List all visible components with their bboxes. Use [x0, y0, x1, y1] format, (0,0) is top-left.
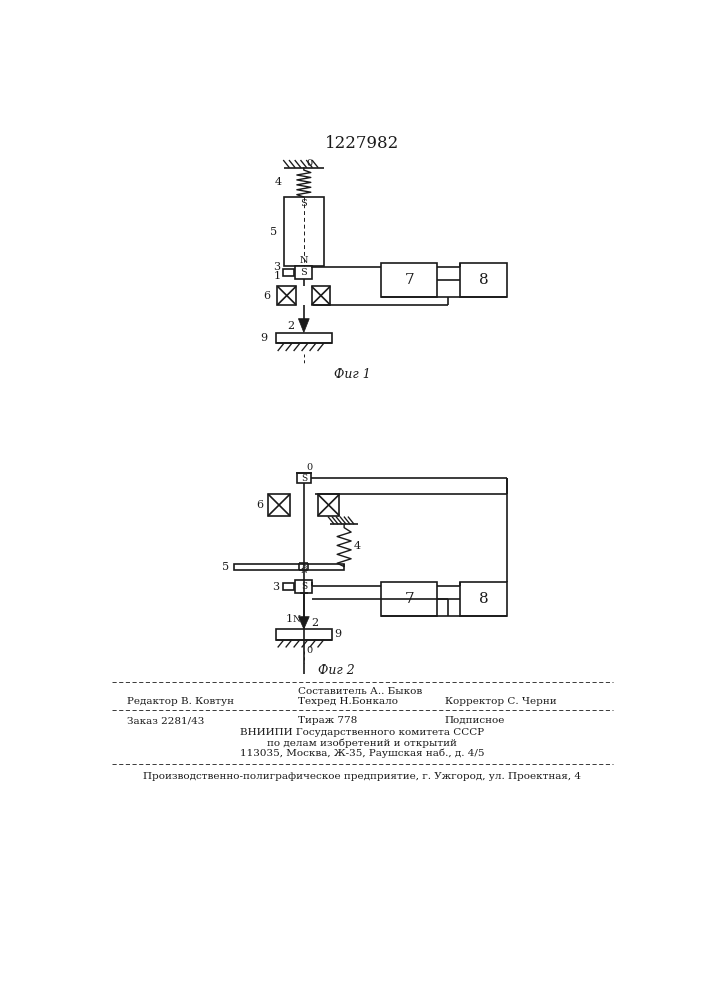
Text: Техред Н.Бонкало: Техред Н.Бонкало — [298, 697, 397, 706]
Text: 8: 8 — [479, 592, 489, 606]
Text: S: S — [301, 562, 306, 570]
Text: 3: 3 — [274, 262, 281, 272]
Text: 6: 6 — [256, 500, 263, 510]
Bar — [276, 333, 332, 343]
Text: Корректор С. Черни: Корректор С. Черни — [445, 697, 556, 706]
Text: Заказ 2281/43: Заказ 2281/43 — [127, 716, 204, 725]
Bar — [312, 286, 330, 305]
Text: S: S — [300, 474, 307, 483]
Text: 0: 0 — [306, 646, 312, 655]
Bar — [284, 197, 324, 266]
Text: ВНИИПИ Государственного комитета СССР: ВНИИПИ Государственного комитета СССР — [240, 728, 484, 737]
Text: 7: 7 — [404, 273, 414, 287]
Text: 8: 8 — [479, 273, 489, 287]
Text: 5: 5 — [222, 562, 229, 572]
Text: 4: 4 — [274, 177, 281, 187]
Text: 1: 1 — [285, 614, 293, 624]
Text: по делам изобретений и открытий: по делам изобретений и открытий — [267, 738, 457, 748]
Text: S: S — [300, 199, 308, 208]
Bar — [297, 473, 311, 483]
Text: S: S — [300, 268, 308, 277]
Bar — [460, 263, 507, 297]
Text: Фиг 1: Фиг 1 — [334, 368, 370, 381]
Bar — [283, 269, 293, 276]
Text: 9: 9 — [334, 629, 341, 639]
Text: 3: 3 — [272, 582, 279, 592]
Text: 4: 4 — [354, 541, 361, 551]
Text: Фиг 2: Фиг 2 — [318, 664, 355, 677]
Text: N: N — [292, 615, 300, 624]
Text: N: N — [300, 567, 308, 575]
Text: 1227982: 1227982 — [325, 135, 399, 152]
Text: Подписное: Подписное — [445, 716, 506, 725]
Bar — [277, 286, 296, 305]
Bar — [381, 582, 437, 616]
Bar — [276, 629, 332, 640]
Bar — [317, 494, 339, 516]
Text: 6: 6 — [264, 291, 271, 301]
Text: 2: 2 — [312, 618, 319, 628]
Text: Тираж 778: Тираж 778 — [298, 716, 357, 725]
Text: 1: 1 — [274, 271, 281, 281]
Text: 113035, Москва, Ж-35, Раушская наб., д. 4/5: 113035, Москва, Ж-35, Раушская наб., д. … — [240, 749, 484, 758]
Bar — [234, 564, 344, 570]
Bar — [381, 263, 437, 297]
Text: 0: 0 — [306, 159, 312, 168]
Polygon shape — [298, 319, 309, 333]
Bar — [460, 582, 507, 616]
Text: 7: 7 — [404, 592, 414, 606]
Text: N: N — [300, 256, 308, 265]
Text: 0: 0 — [306, 463, 312, 472]
Bar — [296, 580, 312, 593]
Text: S: S — [300, 582, 307, 591]
Text: 2: 2 — [287, 321, 294, 331]
Bar — [283, 583, 293, 590]
Bar — [268, 494, 290, 516]
Polygon shape — [298, 617, 309, 629]
Text: Редактор В. Ковтун: Редактор В. Ковтун — [127, 697, 234, 706]
Text: 5: 5 — [270, 227, 277, 237]
Text: Производственно-полиграфическое предприятие, г. Ужгород, ул. Проектная, 4: Производственно-полиграфическое предприя… — [143, 772, 581, 781]
Bar — [296, 266, 312, 279]
Text: Составитель А.. Быков: Составитель А.. Быков — [298, 687, 422, 696]
Text: 9: 9 — [260, 333, 267, 343]
